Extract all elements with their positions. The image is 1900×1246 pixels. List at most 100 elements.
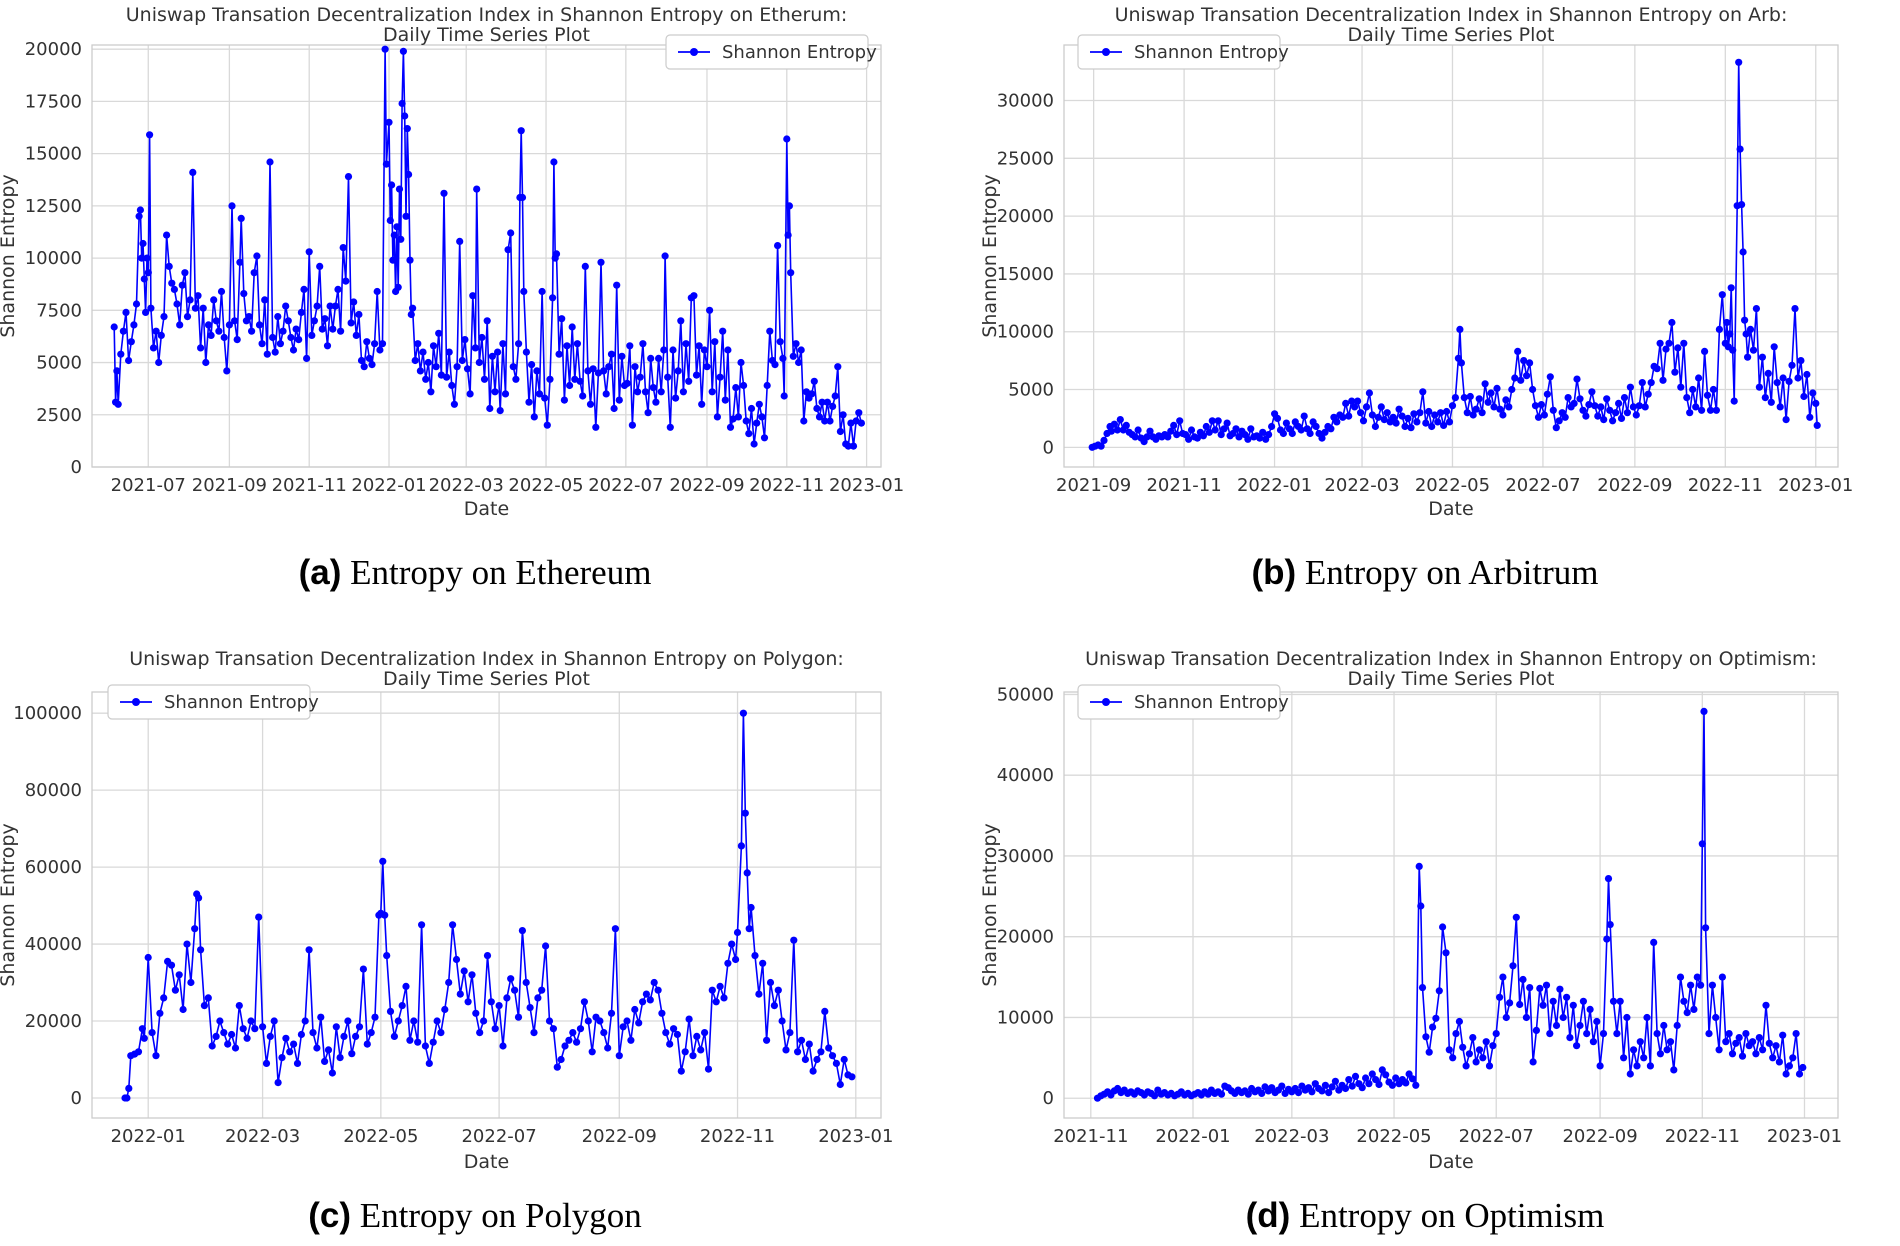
data-point: [1445, 1046, 1453, 1054]
legend-label: Shannon Entropy: [1134, 692, 1289, 713]
data-point: [386, 216, 394, 225]
data-point: [522, 348, 531, 356]
data-point: [1540, 411, 1548, 419]
x-tick-label: 2022-05: [1356, 1126, 1431, 1147]
data-point: [217, 287, 226, 296]
data-point: [518, 193, 527, 202]
data-point: [1300, 412, 1308, 420]
data-point: [831, 392, 839, 400]
data-point: [1511, 374, 1519, 382]
data-point: [262, 1059, 271, 1067]
data-point: [664, 373, 672, 381]
data-point: [558, 315, 566, 323]
data-point: [535, 390, 544, 398]
data-point: [401, 112, 409, 120]
data-point: [1597, 403, 1605, 411]
data-point: [783, 135, 791, 143]
data-point: [269, 333, 277, 342]
data-point: [526, 1004, 534, 1012]
data-point: [1791, 305, 1799, 313]
data-point: [441, 1005, 449, 1014]
data-point: [549, 294, 557, 302]
data-point: [1429, 1023, 1437, 1031]
data-point: [347, 319, 355, 327]
data-point: [615, 1052, 623, 1060]
legend: Shannon Entropy: [1077, 34, 1289, 70]
data-point: [191, 304, 199, 312]
data-point: [1211, 426, 1219, 434]
data-point: [1623, 409, 1631, 417]
data-point: [148, 1029, 156, 1037]
y-tick-label: 0: [1043, 1088, 1054, 1109]
data-point: [195, 894, 203, 902]
data-point: [223, 367, 231, 375]
data-point: [1208, 417, 1216, 425]
data-point: [424, 358, 432, 367]
data-point: [584, 1017, 592, 1025]
data-point: [1715, 325, 1723, 333]
data-point: [566, 381, 574, 390]
data-point: [631, 1005, 639, 1014]
data-point: [641, 388, 650, 396]
data-point: [647, 354, 655, 362]
data-point: [1484, 398, 1492, 406]
x-tick-label: 2022-07: [1505, 475, 1580, 496]
data-point: [1785, 1062, 1793, 1070]
data-point: [1712, 1013, 1720, 1022]
data-point: [817, 1048, 825, 1056]
data-point: [1698, 840, 1706, 848]
data-point: [1354, 397, 1362, 405]
data-point: [1451, 394, 1459, 402]
data-point: [677, 1067, 685, 1075]
data-point: [1683, 394, 1691, 402]
data-point: [701, 1029, 709, 1037]
data-point: [1769, 1054, 1777, 1062]
data-point: [1613, 1030, 1621, 1038]
data-point: [176, 321, 184, 329]
legend-box: [1077, 34, 1281, 70]
data-point: [160, 313, 168, 321]
data-point: [704, 1065, 713, 1073]
data-point: [1294, 1089, 1303, 1097]
data-point: [1485, 1062, 1494, 1070]
data-point: [435, 329, 443, 337]
data-point: [1388, 1081, 1396, 1089]
data-point: [289, 346, 298, 354]
data-point: [352, 1032, 360, 1040]
data-point: [743, 869, 751, 877]
data-point: [1644, 390, 1652, 398]
data-point: [636, 373, 644, 381]
data-point: [615, 396, 623, 404]
data-point: [1279, 429, 1287, 438]
data-point: [1380, 416, 1388, 424]
x-tick-label: 2022-01: [351, 475, 426, 496]
x-tick-label: 2023-01: [818, 1126, 893, 1147]
data-point: [789, 352, 797, 360]
data-point: [1466, 392, 1474, 401]
data-point: [666, 423, 674, 431]
data-point: [1536, 984, 1544, 992]
data-point: [1514, 347, 1522, 355]
data-point: [1395, 405, 1403, 413]
data-point: [1415, 862, 1423, 870]
x-tick-label: 2023-01: [1778, 475, 1853, 496]
data-point: [360, 363, 368, 371]
data-point: [1134, 426, 1142, 434]
data-point: [600, 367, 608, 375]
x-tick-label: 2021-11: [1146, 475, 1221, 496]
data-point: [1730, 397, 1738, 405]
data-point: [840, 1055, 848, 1064]
data-point: [1374, 413, 1382, 421]
data-point: [525, 398, 533, 406]
data-point: [495, 1002, 503, 1010]
data-point: [1579, 997, 1587, 1005]
data-point: [1698, 406, 1706, 414]
data-point: [295, 336, 303, 344]
data-point: [1653, 1030, 1661, 1038]
data-point: [588, 1048, 596, 1056]
data-point: [1368, 1070, 1376, 1078]
data-point: [618, 352, 626, 360]
data-point: [1312, 422, 1320, 431]
data-point: [1593, 1017, 1601, 1026]
data-point: [1772, 1042, 1780, 1050]
